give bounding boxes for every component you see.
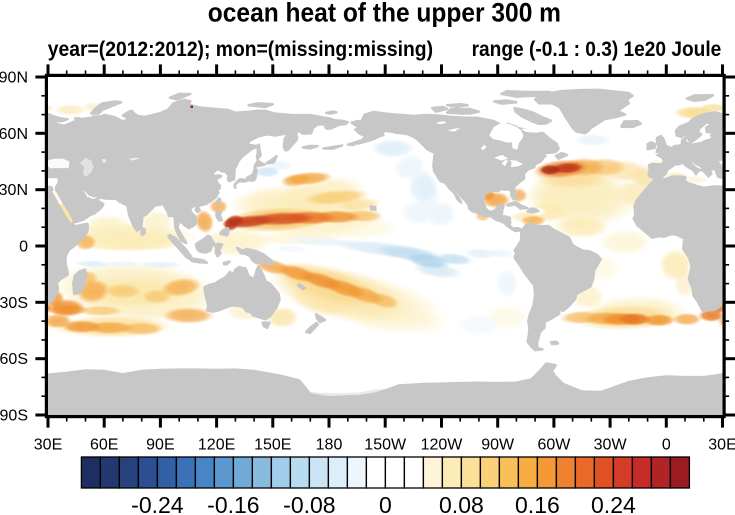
- svg-text:30W: 30W: [594, 437, 628, 454]
- svg-text:0.08: 0.08: [439, 492, 484, 515]
- svg-text:30E: 30E: [34, 437, 62, 454]
- svg-text:120E: 120E: [198, 437, 235, 454]
- svg-text:range (-0.1 : 0.3) 1e20 Joule: range (-0.1 : 0.3) 1e20 Joule: [472, 38, 722, 61]
- svg-text:150W: 150W: [364, 437, 407, 454]
- svg-text:90N: 90N: [0, 70, 28, 87]
- svg-text:0.16: 0.16: [515, 492, 560, 515]
- svg-text:30E: 30E: [708, 437, 735, 454]
- svg-text:60W: 60W: [537, 437, 571, 454]
- svg-text:0: 0: [662, 437, 671, 454]
- svg-text:0: 0: [379, 492, 392, 515]
- svg-text:30S: 30S: [0, 295, 28, 312]
- svg-text:30N: 30N: [0, 182, 28, 199]
- svg-text:0: 0: [19, 239, 28, 256]
- svg-text:-0.24: -0.24: [131, 492, 184, 515]
- svg-text:60E: 60E: [90, 437, 118, 454]
- svg-text:60S: 60S: [0, 351, 28, 368]
- svg-text:60N: 60N: [0, 126, 28, 143]
- svg-text:ocean heat of the upper 300 m: ocean heat of the upper 300 m: [208, 0, 561, 28]
- svg-text:90S: 90S: [0, 408, 28, 425]
- svg-text:150E: 150E: [254, 437, 291, 454]
- svg-text:120W: 120W: [421, 437, 464, 454]
- svg-text:90E: 90E: [146, 437, 174, 454]
- svg-text:180: 180: [316, 437, 343, 454]
- svg-text:year=(2012:2012); mon=(missing: year=(2012:2012); mon=(missing:missing): [48, 38, 433, 61]
- svg-text:90W: 90W: [481, 437, 515, 454]
- svg-text:-0.08: -0.08: [283, 492, 335, 515]
- svg-text:0.24: 0.24: [591, 492, 636, 515]
- svg-text:-0.16: -0.16: [207, 492, 259, 515]
